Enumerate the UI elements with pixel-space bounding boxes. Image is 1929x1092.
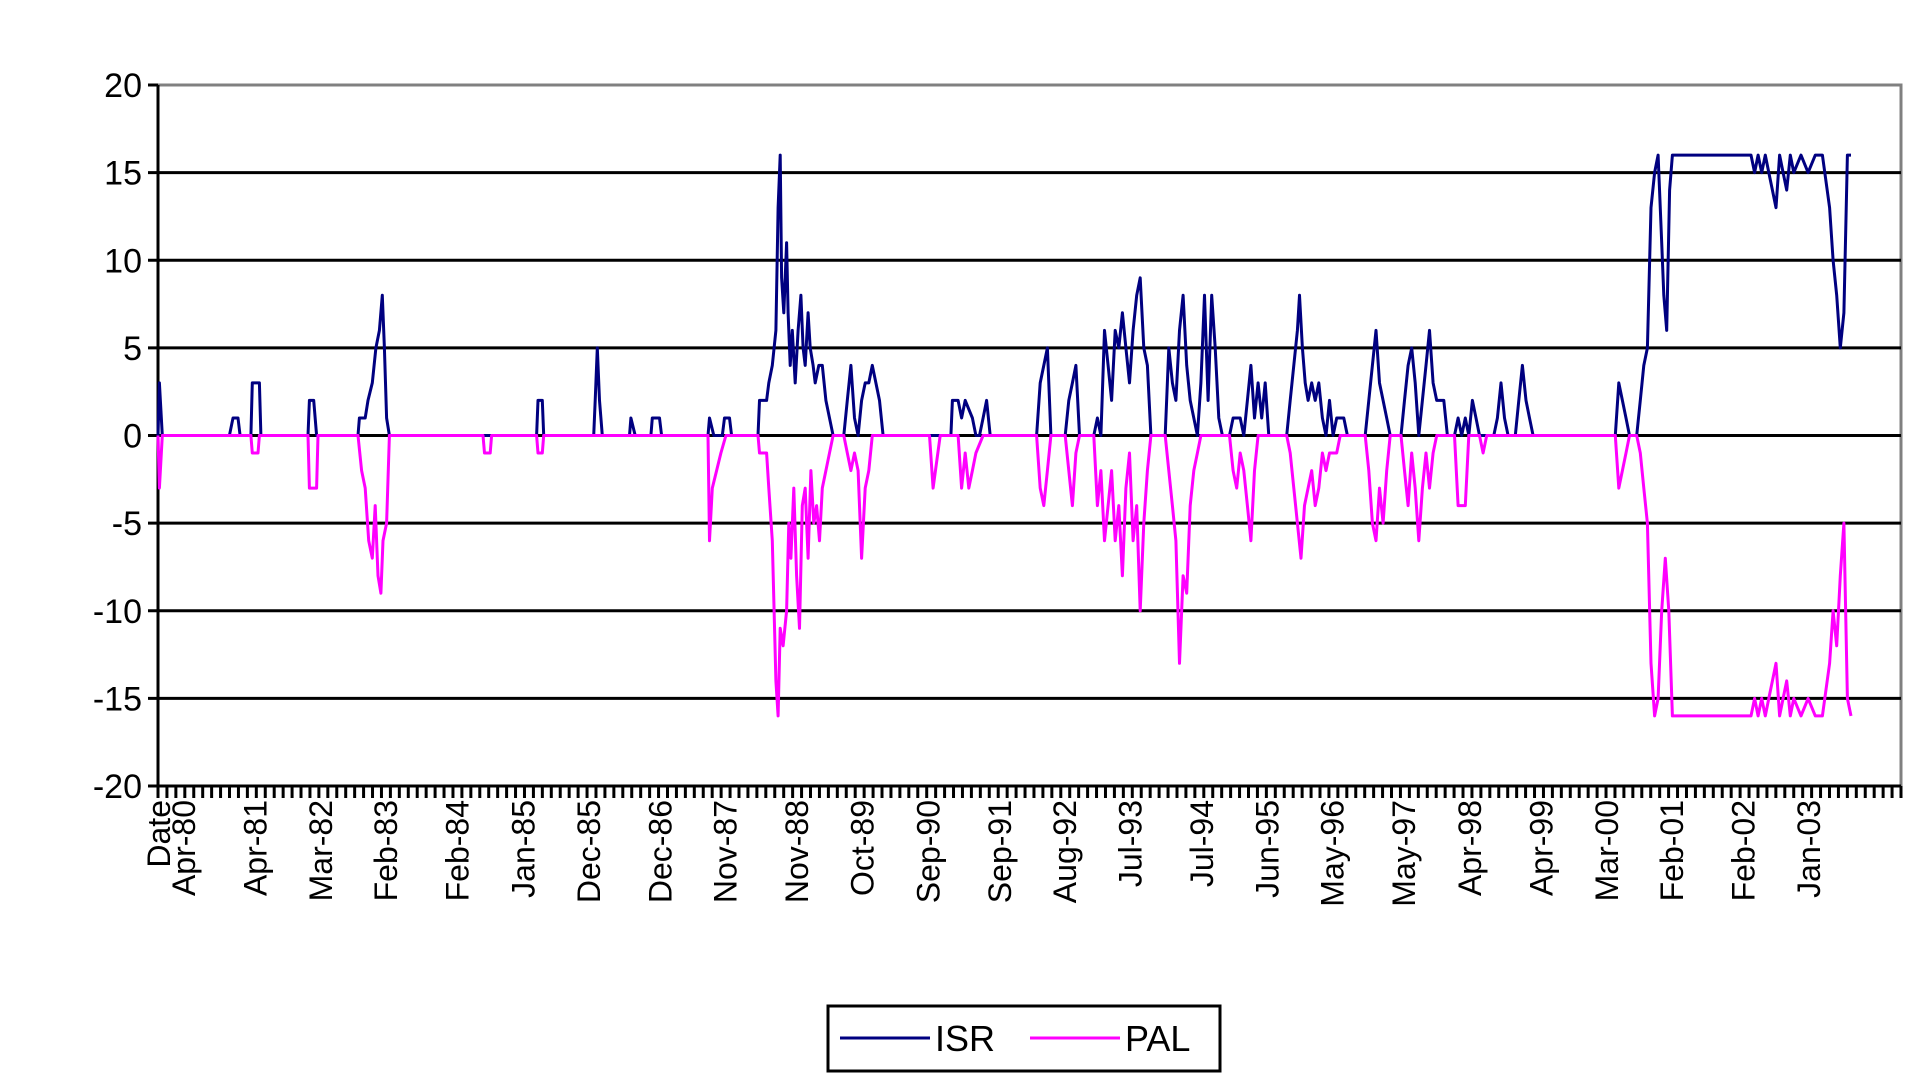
x-tick-label: Feb-01: [1654, 800, 1690, 901]
x-tick-label: Aug-92: [1047, 800, 1083, 903]
x-tick-label: Apr-80: [166, 800, 202, 896]
legend-label-pal: PAL: [1125, 1018, 1190, 1059]
legend: ISR PAL: [826, 1004, 1222, 1073]
x-tick-label: Dec-85: [571, 800, 607, 903]
x-tick-label: Feb-83: [368, 800, 404, 901]
x-tick-label: Apr-81: [237, 800, 273, 896]
x-tick-label: Jul-94: [1184, 800, 1220, 887]
y-tick-label: 15: [104, 155, 142, 193]
x-tick-label: Apr-99: [1523, 800, 1559, 896]
y-axis: 20 15 10 5 0 -5 -10 -15 -20: [93, 67, 160, 806]
x-tick-label: Nov-88: [779, 800, 815, 903]
y-tick-label: 0: [123, 418, 142, 456]
x-tick-label: Jan-03: [1791, 800, 1827, 898]
y-tick-label: -10: [93, 593, 142, 631]
y-tick-label: 10: [104, 242, 142, 280]
x-tick-label: Nov-87: [707, 800, 743, 903]
series-line-pal: [156, 434, 1853, 718]
x-tick-label: Jun-95: [1250, 800, 1286, 898]
y-tick-label: -20: [93, 768, 142, 806]
x-tick-label: Mar-00: [1589, 800, 1625, 901]
y-tick-label: -15: [93, 680, 142, 718]
x-tick-label: May-96: [1315, 800, 1351, 907]
x-tick-label: Feb-02: [1725, 800, 1761, 901]
series-lines: [156, 153, 1853, 718]
y-tick-label: -5: [112, 505, 142, 543]
y-tick-label: 20: [104, 67, 142, 105]
x-tick-label: Jul-93: [1113, 800, 1149, 887]
legend-label-isr: ISR: [935, 1018, 995, 1059]
x-tick-label: Mar-82: [303, 800, 339, 901]
y-tick-label: 5: [123, 330, 142, 368]
x-tick-label: Oct-89: [845, 800, 881, 896]
x-tick-label: Sep-91: [982, 800, 1018, 903]
x-tick-label: Feb-84: [440, 800, 476, 901]
x-tick-label: Sep-90: [910, 800, 946, 903]
x-tick-label: Dec-86: [642, 800, 678, 903]
x-tick-label: Apr-98: [1452, 800, 1488, 896]
x-tick-label: May-97: [1386, 800, 1422, 907]
x-tick-label: Date: [141, 800, 177, 868]
gridlines: [158, 171, 1901, 700]
x-tick-label: Jan-85: [505, 800, 541, 898]
